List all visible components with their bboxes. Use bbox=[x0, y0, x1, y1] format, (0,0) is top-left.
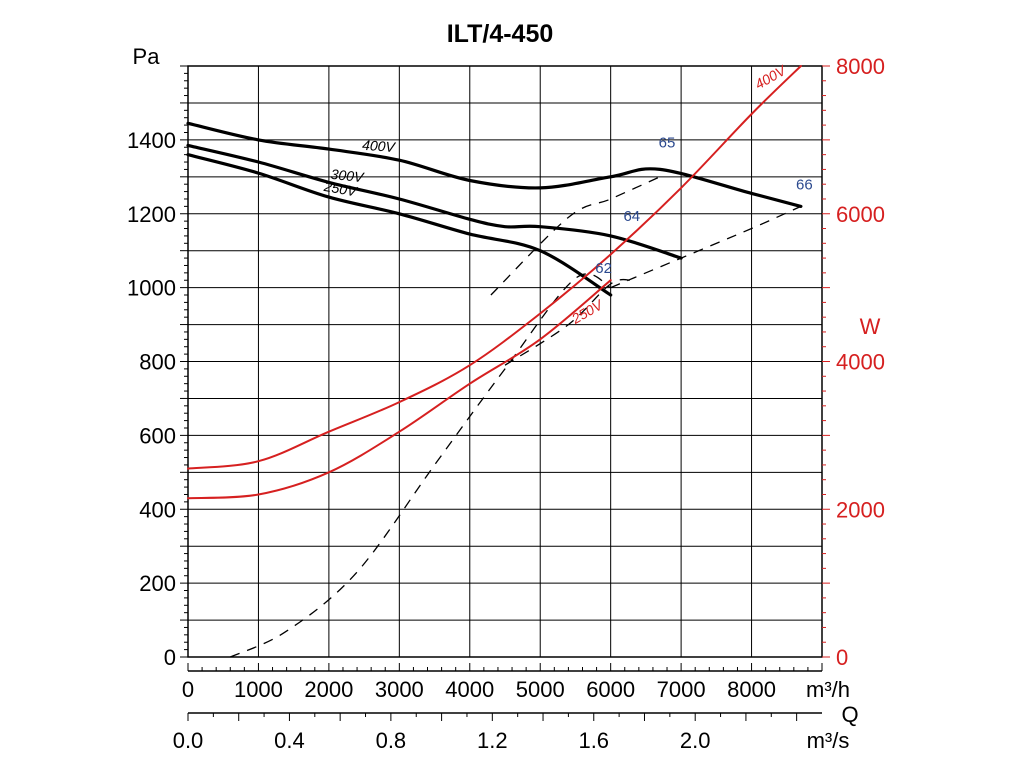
y-left-tick-label: 200 bbox=[139, 571, 176, 596]
pressure-curve-label-400V: 400V bbox=[362, 137, 397, 155]
y-left-tick-label: 0 bbox=[164, 645, 176, 670]
x-primary-tick-label: 3000 bbox=[375, 677, 424, 702]
efficiency-label-66: 66 bbox=[796, 177, 813, 194]
x-axis-secondary-unit: m³/s bbox=[807, 728, 850, 753]
x-secondary-tick-label: 0.8 bbox=[376, 728, 407, 753]
y-left-tick-label: 1400 bbox=[127, 128, 176, 153]
y-left-tick-label: 600 bbox=[139, 423, 176, 448]
pressure-curve-label-300V: 300V bbox=[330, 166, 366, 186]
chart-title: ILT/4-450 bbox=[447, 20, 554, 48]
y-axis-right-unit: W bbox=[860, 314, 881, 339]
x-primary-tick-label: 0 bbox=[182, 677, 194, 702]
x-secondary-tick-label: 0.0 bbox=[173, 728, 204, 753]
x-secondary-tick-label: 0.4 bbox=[274, 728, 305, 753]
efficiency-line-66 bbox=[610, 205, 802, 289]
efficiency-line-62 bbox=[230, 273, 611, 658]
pressure-curve-300V bbox=[186, 143, 683, 260]
x-primary-tick-label: 6000 bbox=[586, 677, 635, 702]
x-primary-tick-label: 5000 bbox=[516, 677, 565, 702]
efficiency-label-62: 62 bbox=[595, 260, 612, 277]
efficiency-label-64: 64 bbox=[623, 208, 640, 225]
y-right-tick-label: 2000 bbox=[836, 497, 885, 522]
y-right-tick-label: 6000 bbox=[836, 202, 885, 227]
y-left-tick-label: 800 bbox=[139, 350, 176, 375]
power-curve-400V bbox=[187, 65, 802, 470]
x-secondary-tick-label: 1.2 bbox=[477, 728, 508, 753]
x-secondary-tick-label: 1.6 bbox=[578, 728, 609, 753]
y-right-tick-label: 0 bbox=[836, 645, 848, 670]
y-left-tick-label: 1200 bbox=[127, 202, 176, 227]
pressure-curve-250V bbox=[186, 153, 613, 297]
x-secondary-tick-label: 2.0 bbox=[680, 728, 711, 753]
x-axis-primary-unit: m³/h bbox=[806, 677, 850, 702]
y-left-tick-label: 400 bbox=[139, 497, 176, 522]
efficiency-line-64 bbox=[504, 278, 632, 366]
x-primary-tick-label: 2000 bbox=[304, 677, 353, 702]
y-left-tick-label: 1000 bbox=[127, 276, 176, 301]
x-primary-tick-label: 1000 bbox=[234, 677, 283, 702]
efficiency-label-65: 65 bbox=[659, 134, 676, 151]
pressure-curve-400V bbox=[186, 121, 803, 208]
y-right-tick-label: 4000 bbox=[836, 350, 885, 375]
power-curve-250V bbox=[187, 279, 612, 500]
efficiency-line-65 bbox=[490, 176, 661, 296]
y-axis-left-unit: Pa bbox=[133, 44, 161, 69]
y-right-tick-label: 8000 bbox=[836, 54, 885, 79]
x-primary-tick-label: 7000 bbox=[657, 677, 706, 702]
x-primary-tick-label: 8000 bbox=[727, 677, 776, 702]
pressure-curve-label-250V: 250V bbox=[322, 178, 360, 200]
x-primary-tick-label: 4000 bbox=[445, 677, 494, 702]
x-axis-secondary-name: Q bbox=[841, 702, 858, 727]
